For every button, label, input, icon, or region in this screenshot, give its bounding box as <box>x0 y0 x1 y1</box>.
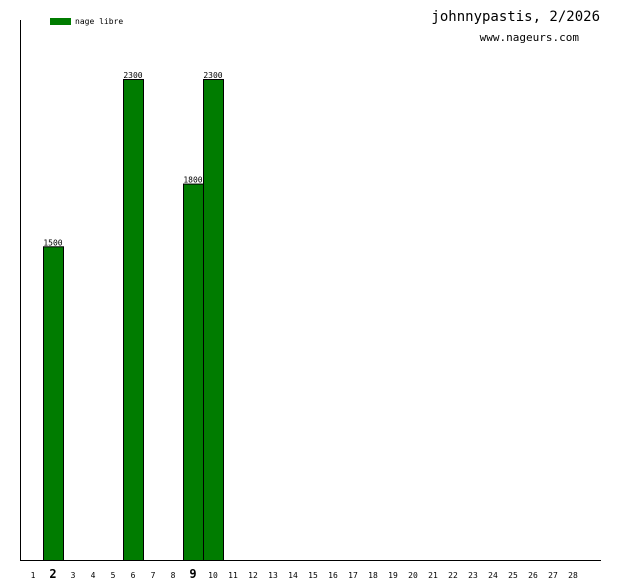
x-tick-label: 19 <box>388 571 398 580</box>
x-tick-label: 28 <box>568 571 578 580</box>
site-url: www.nageurs.com <box>479 31 579 44</box>
x-tick-label: 5 <box>111 571 116 580</box>
x-tick-label: 9 <box>189 567 196 580</box>
x-tick-label: 14 <box>288 571 298 580</box>
legend: nage libre <box>50 17 123 26</box>
x-tick-label: 1 <box>31 571 36 580</box>
chart-title: johnnypastis, 2/2026 <box>431 9 600 25</box>
x-tick-label: 24 <box>488 571 498 580</box>
x-tick-label: 16 <box>328 571 338 580</box>
x-tick-label: 13 <box>268 571 278 580</box>
x-tick-labels-group: 1 2 3 4 5 6 7 8 9 10 11 12 13 14 15 16 17 18 19 20 21 22 23 24 2… <box>31 567 578 580</box>
bar <box>183 183 204 561</box>
x-tick-label: 22 <box>448 571 458 580</box>
x-tick-label: 12 <box>248 571 258 580</box>
bars-group <box>43 79 224 561</box>
x-tick-label: 25 <box>508 571 518 580</box>
x-tick-label: 2 <box>49 567 56 580</box>
bar-value-label: 1800 <box>183 176 202 185</box>
x-tick-label: 18 <box>368 571 378 580</box>
x-tick-label: 27 <box>548 571 558 580</box>
x-tick-label: 3 <box>71 571 76 580</box>
x-tick-label: 21 <box>428 571 438 580</box>
x-tick-label: 11 <box>228 571 238 580</box>
bar-value-label: 2300 <box>123 71 142 80</box>
x-tick-label: 4 <box>91 571 96 580</box>
bar-value-label: 2300 <box>203 71 222 80</box>
x-tick-label: 17 <box>348 571 358 580</box>
bar-value-label: 1500 <box>43 238 62 247</box>
legend-label: nage libre <box>75 17 124 26</box>
x-tick-label: 7 <box>151 571 156 580</box>
value-labels-group: 1500 2300 1800 2300 <box>43 71 222 247</box>
legend-swatch <box>50 18 71 25</box>
x-tick-label: 26 <box>528 571 538 580</box>
bar <box>203 79 224 561</box>
x-tick-label: 23 <box>468 571 478 580</box>
x-tick-label: 8 <box>171 571 176 580</box>
bar <box>43 246 64 561</box>
bar <box>123 79 144 561</box>
x-tick-label: 6 <box>131 571 136 580</box>
x-tick-label: 20 <box>408 571 418 580</box>
x-tick-label: 15 <box>308 571 318 580</box>
x-tick-label: 10 <box>208 571 218 580</box>
